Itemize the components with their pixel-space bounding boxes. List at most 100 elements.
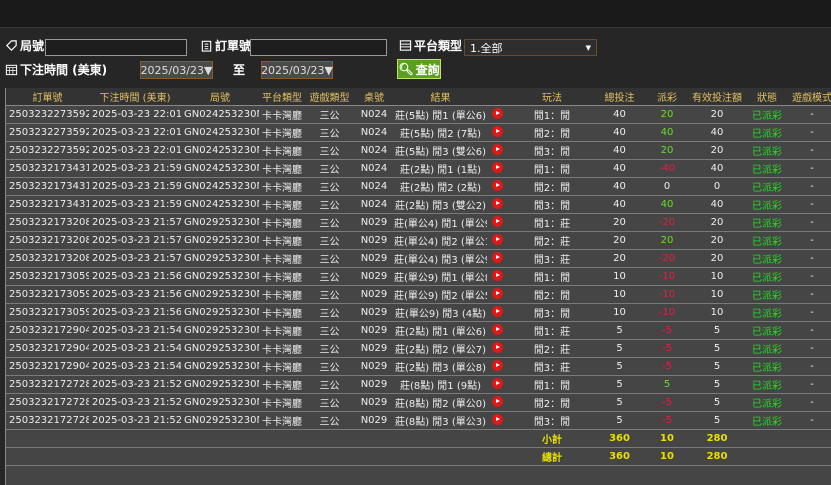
play-video-icon[interactable] bbox=[491, 288, 503, 300]
play-video-icon[interactable] bbox=[491, 162, 503, 174]
play-video-icon[interactable] bbox=[491, 198, 503, 210]
table-id: N029 bbox=[354, 285, 394, 304]
table-id: N024 bbox=[354, 195, 394, 214]
game-type: 三公 bbox=[305, 195, 354, 214]
calendar-icon bbox=[5, 64, 18, 76]
round-id: GN024253230MK bbox=[181, 159, 259, 178]
table-row: 2503232173059222025-03-23 21:56:13GN0292… bbox=[6, 303, 831, 322]
play-video-icon[interactable] bbox=[491, 342, 503, 354]
status: 已派彩 bbox=[742, 231, 792, 250]
play-video-icon[interactable] bbox=[491, 252, 503, 264]
result: 莊(單公9) 閒2 (單公5) bbox=[394, 285, 487, 304]
spacer bbox=[6, 447, 507, 466]
column-header: 局號 bbox=[181, 88, 259, 106]
status: 已派彩 bbox=[742, 159, 792, 178]
payout: 5 bbox=[642, 375, 692, 394]
total-bet: 40 bbox=[597, 195, 642, 214]
subtotal-bet: 360 bbox=[597, 429, 642, 448]
column-header: 狀態 bbox=[742, 88, 792, 106]
table-id: N024 bbox=[354, 105, 394, 124]
total-bet: 10 bbox=[597, 303, 642, 322]
total-bet: 40 bbox=[597, 141, 642, 160]
status: 已派彩 bbox=[742, 105, 792, 124]
total-bet: 5 bbox=[597, 357, 642, 376]
payout: -10 bbox=[642, 285, 692, 304]
platform: 卡卡灣廳 bbox=[259, 339, 305, 358]
total-bet: 10 bbox=[597, 285, 642, 304]
play-video-icon[interactable] bbox=[491, 108, 503, 120]
payout: -5 bbox=[642, 339, 692, 358]
platform: 卡卡灣廳 bbox=[259, 159, 305, 178]
round-label: 局號 bbox=[5, 37, 44, 54]
order-id: 250323217272833 bbox=[6, 393, 89, 412]
bet-time: 2025-03-23 21:59:53 bbox=[89, 177, 181, 196]
play-video-icon[interactable] bbox=[491, 180, 503, 192]
result: 莊(2點) 閒1 (1點) bbox=[394, 159, 487, 178]
play-video-icon[interactable] bbox=[491, 270, 503, 282]
bet-time: 2025-03-23 21:57:45 bbox=[89, 213, 181, 232]
play-video-icon[interactable] bbox=[491, 144, 503, 156]
platform-select[interactable]: 1.全部 ▼ bbox=[464, 39, 597, 56]
round-id: GN029253230NB bbox=[181, 285, 259, 304]
bet-option: 閒3：閒 bbox=[507, 411, 597, 430]
platform: 卡卡灣廳 bbox=[259, 123, 305, 142]
replay-cell bbox=[487, 411, 507, 430]
replay-cell bbox=[487, 267, 507, 286]
bet-option: 閒3：閒 bbox=[507, 303, 597, 322]
order-id: 250323217320846 bbox=[6, 231, 89, 250]
play-video-icon[interactable] bbox=[491, 324, 503, 336]
game-mode: - bbox=[792, 321, 831, 340]
bet-option: 閒1：閒 bbox=[507, 105, 597, 124]
column-header: 派彩 bbox=[642, 88, 692, 106]
game-type: 三公 bbox=[305, 285, 354, 304]
round-id: GN024253230MK bbox=[181, 177, 259, 196]
game-type: 三公 bbox=[305, 393, 354, 412]
play-video-icon[interactable] bbox=[491, 216, 503, 228]
order-input[interactable] bbox=[250, 39, 387, 56]
chevron-down-icon: ▼ bbox=[585, 43, 591, 52]
total-bet: 40 bbox=[597, 123, 642, 142]
bet-option: 閒2：莊 bbox=[507, 231, 597, 250]
search-button[interactable]: 🔍︎ 查詢 bbox=[397, 59, 441, 79]
game-mode: - bbox=[792, 231, 831, 250]
spacer bbox=[742, 447, 831, 466]
play-video-icon[interactable] bbox=[491, 234, 503, 246]
list-icon bbox=[399, 40, 412, 51]
play-video-icon[interactable] bbox=[491, 126, 503, 138]
table-row: 2503232173208462025-03-23 21:57:45GN0292… bbox=[6, 231, 831, 250]
result: 莊(單公4) 閒1 (單公9) bbox=[394, 213, 487, 232]
table-id: N024 bbox=[354, 177, 394, 196]
table-row: 2503232173431022025-03-23 21:59:53GN0242… bbox=[6, 177, 831, 196]
bet-time: 2025-03-23 21:59:53 bbox=[89, 159, 181, 178]
platform: 卡卡灣廳 bbox=[259, 303, 305, 322]
play-video-icon[interactable] bbox=[491, 360, 503, 372]
date-from-picker[interactable]: 2025/03/23▼ bbox=[140, 61, 213, 79]
play-video-icon[interactable] bbox=[491, 414, 503, 426]
table-id: N029 bbox=[354, 303, 394, 322]
status: 已派彩 bbox=[742, 177, 792, 196]
platform-label: 平台類型 bbox=[399, 37, 462, 54]
table-row: 2503232173208452025-03-23 21:57:45GN0292… bbox=[6, 249, 831, 268]
payout: -40 bbox=[642, 159, 692, 178]
bet-time: 2025-03-23 22:01:32 bbox=[89, 141, 181, 160]
table-row: 2503232172904182025-03-23 21:54:37GN0292… bbox=[6, 339, 831, 358]
status: 已派彩 bbox=[742, 393, 792, 412]
round-id: GN029253230NB bbox=[181, 303, 259, 322]
platform: 卡卡灣廳 bbox=[259, 213, 305, 232]
total-bet: 40 bbox=[597, 177, 642, 196]
play-video-icon[interactable] bbox=[491, 378, 503, 390]
play-video-icon[interactable] bbox=[491, 396, 503, 408]
order-label: 訂單號 bbox=[200, 37, 251, 54]
game-type: 三公 bbox=[305, 339, 354, 358]
play-video-icon[interactable] bbox=[491, 306, 503, 318]
bet-option: 閒1：閒 bbox=[507, 375, 597, 394]
spacer bbox=[742, 429, 831, 448]
bet-time: 2025-03-23 21:56:13 bbox=[89, 303, 181, 322]
valid-bet: 40 bbox=[692, 123, 742, 142]
round-input[interactable] bbox=[45, 39, 187, 56]
date-to-picker[interactable]: 2025/03/23▼ bbox=[261, 61, 333, 79]
game-mode: - bbox=[792, 123, 831, 142]
payout: -5 bbox=[642, 393, 692, 412]
bet-time: 2025-03-23 21:52:53 bbox=[89, 411, 181, 430]
result: 莊(2點) 閒1 (單公6) bbox=[394, 321, 487, 340]
